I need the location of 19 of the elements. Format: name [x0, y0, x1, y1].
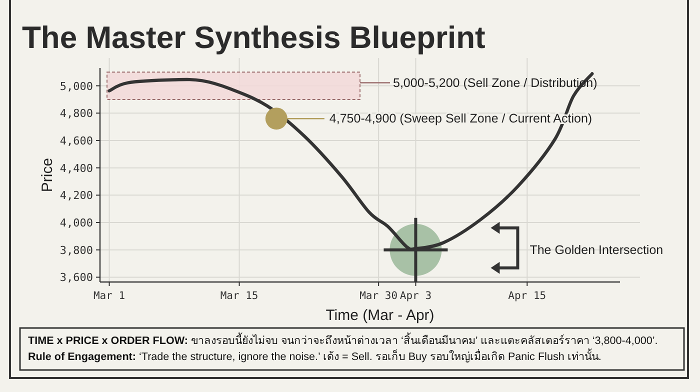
x-tick-label: Mar 15 — [220, 290, 258, 302]
x-tick-label: Mar 30 — [360, 290, 398, 302]
x-tick-label: Apr 3 — [400, 290, 432, 302]
y-tick-label: 3,600 — [60, 271, 93, 284]
y-tick-label: 5,000 — [60, 80, 93, 93]
text: Rule of Engagement: ‘Trade the structure, ignore the noise.’ เด้ง = Sell. รอเก็บ Buy รอบใหญ่เมื่อเกิด Panic Flush เท่านั้น. — [28, 348, 602, 363]
y-tick-label: 4,200 — [60, 189, 93, 202]
x-axis-title: Time (Mar - Apr) — [326, 307, 434, 324]
annotation: The Golden Intersection — [530, 242, 664, 257]
y-tick-label: 4,400 — [60, 162, 93, 175]
y-tick-label: 3,800 — [60, 244, 93, 257]
y-tick-label: 4,800 — [60, 107, 93, 120]
chart-title: The Master Synthesis Blueprint — [22, 20, 486, 55]
text: TIME x PRICE x ORDER FLOW: ขาลงรอบนี้ยังไม่จบ จนกว่าจะถึงหน้าต่างเวลา ‘สิ้นเดือนมีนาคม’ และแตะคลัสเตอร์ราคา ‘3,800-4,000’. — [28, 332, 658, 347]
y-tick-label: 4,600 — [60, 134, 93, 148]
x-tick-label: Mar 1 — [93, 290, 126, 302]
x-tick-label: Apr 15 — [508, 290, 546, 302]
y-tick-label: 4,000 — [60, 216, 93, 230]
y-axis-title: Price — [39, 158, 56, 192]
